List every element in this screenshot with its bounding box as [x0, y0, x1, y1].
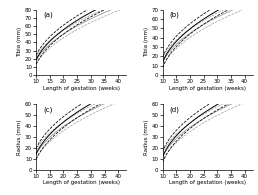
Y-axis label: Tibia (mm): Tibia (mm)	[17, 27, 22, 58]
Y-axis label: Radius (mm): Radius (mm)	[17, 119, 22, 155]
Y-axis label: Tibia (mm): Tibia (mm)	[144, 27, 149, 58]
Text: (a): (a)	[43, 12, 53, 18]
Text: (d): (d)	[170, 106, 180, 113]
X-axis label: Length of gestation (weeks): Length of gestation (weeks)	[169, 86, 246, 90]
Y-axis label: Radius (mm): Radius (mm)	[144, 119, 149, 155]
X-axis label: Length of gestation (weeks): Length of gestation (weeks)	[169, 180, 246, 185]
Text: (c): (c)	[43, 106, 53, 113]
Text: (b): (b)	[170, 12, 180, 18]
X-axis label: Length of gestation (weeks): Length of gestation (weeks)	[43, 180, 120, 185]
X-axis label: Length of gestation (weeks): Length of gestation (weeks)	[43, 86, 120, 90]
